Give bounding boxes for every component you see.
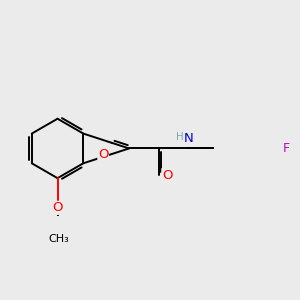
Text: N: N xyxy=(184,132,193,145)
Text: F: F xyxy=(283,142,290,155)
Text: O: O xyxy=(162,169,172,182)
Text: O: O xyxy=(98,148,108,160)
Text: CH₃: CH₃ xyxy=(48,234,69,244)
Text: O: O xyxy=(52,201,63,214)
Text: H: H xyxy=(176,132,184,142)
